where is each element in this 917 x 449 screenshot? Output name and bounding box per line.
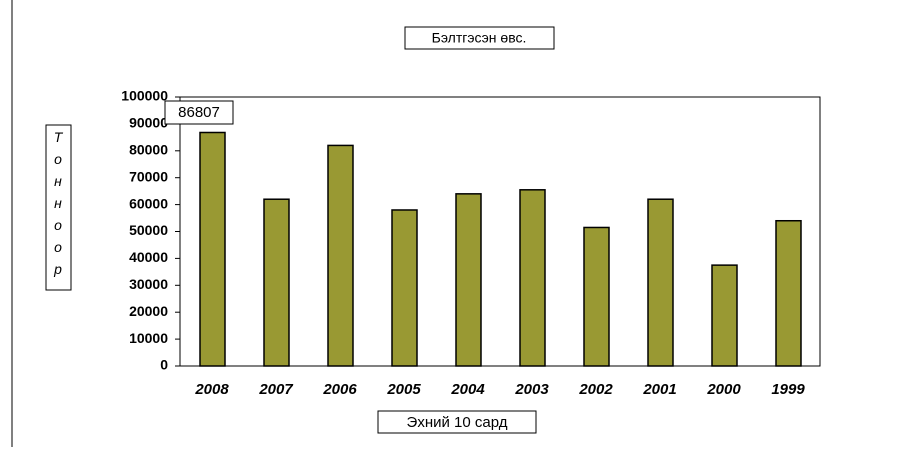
y-tick-label: 70000 [129,168,168,184]
x-axis-label: Эхний 10 сард [407,414,508,431]
x-tick-label: 2002 [578,381,613,398]
y-tick-label: 0 [160,357,168,373]
y-tick-label: 100000 [121,88,168,104]
x-tick-label: 2000 [706,381,741,398]
bar [519,189,546,367]
bar [199,131,226,367]
bar [711,264,738,367]
y-tick-label: 40000 [129,249,168,265]
y-tick-label: 10000 [129,330,168,346]
bar [647,198,674,367]
x-tick-label: 2006 [322,381,357,398]
bar [455,193,482,367]
x-tick-label: 2005 [386,381,421,398]
y-tick-label: 20000 [129,303,168,319]
x-label-box [377,410,537,434]
x-tick-label: 2007 [258,381,293,398]
x-tick-label: 2008 [194,381,229,398]
y-tick-label: 80000 [129,142,168,158]
x-tick-label: 1999 [771,381,805,398]
chart-title: Бэлтгэсэн өвс. [432,30,527,46]
y-tick-label: 60000 [129,195,168,211]
y-tick-label: 90000 [129,115,168,131]
y-label-box [45,124,72,291]
data-label: 86807 [178,104,220,121]
bar [327,144,354,367]
title-box [404,26,555,50]
bar [775,219,802,367]
bar [391,209,418,367]
data-label-box [164,100,234,125]
x-tick-label: 2003 [514,381,549,398]
x-tick-label: 2004 [450,381,485,398]
y-tick-label: 30000 [129,276,168,292]
y-tick-label: 50000 [129,222,168,238]
x-tick-label: 2001 [642,381,676,398]
bar [263,198,290,367]
bar [583,226,610,367]
